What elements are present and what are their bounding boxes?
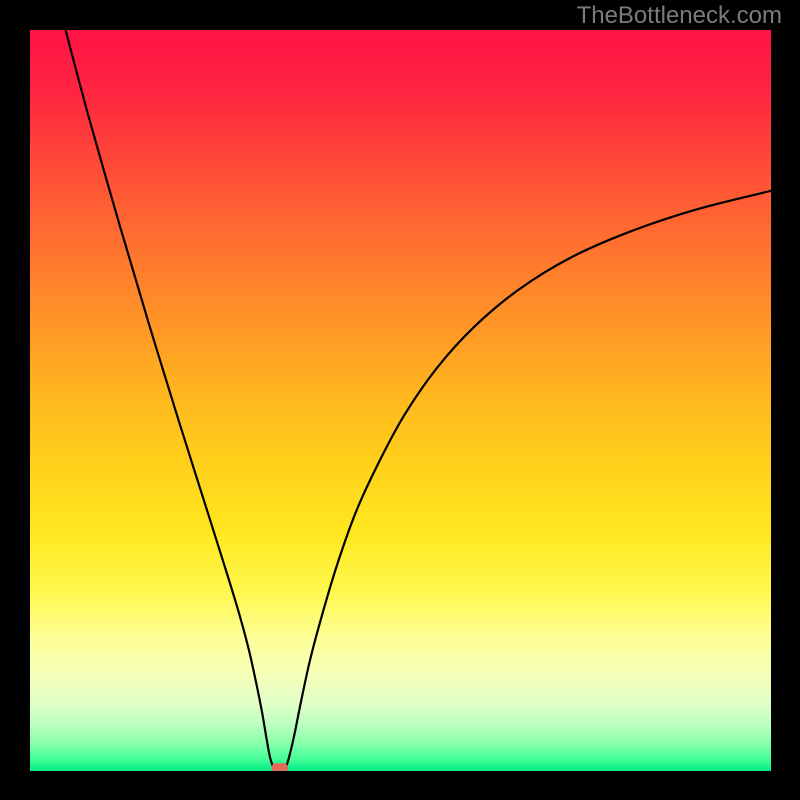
bottleneck-chart [0, 0, 800, 800]
gradient-plot-area [30, 30, 771, 771]
figure-root: TheBottleneck.com [0, 0, 800, 800]
watermark-text: TheBottleneck.com [577, 2, 782, 30]
